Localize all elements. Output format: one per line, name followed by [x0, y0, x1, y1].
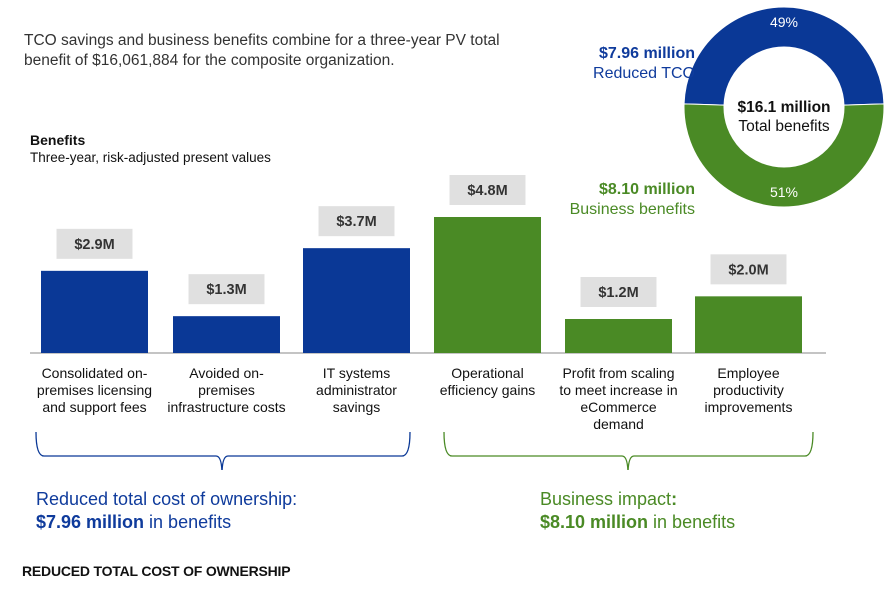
category-label-5-1: Profit from scaling — [562, 365, 674, 381]
category-label-6-1: Employee — [717, 365, 779, 381]
data-label-bg-6 — [710, 254, 787, 285]
biz-summary: Business impact: $8.10 million in benefi… — [540, 488, 735, 534]
bar-2 — [173, 316, 280, 353]
biz-summary-line2: $8.10 million in benefits — [540, 511, 735, 534]
benefits-donut-chart: 49% 51% $16.1 million Total benefits — [683, 6, 885, 208]
category-label-3-2: administrator — [316, 382, 397, 398]
tco-summary-amount: $7.96 million — [36, 512, 145, 532]
category-label-2-1: Avoided on- — [189, 365, 264, 381]
category-label-3-1: IT systems — [323, 365, 390, 381]
category-label-5-3: eCommerce — [580, 399, 656, 415]
category-label-4-2: efficiency gains — [440, 382, 535, 398]
donut-tco-callout: $7.96 million Reduced TCO — [545, 44, 695, 84]
intro-text: TCO savings and business benefits combin… — [24, 31, 564, 71]
category-label-2-3: infrastructure costs — [167, 399, 285, 415]
tco-summary-line1: Reduced total cost of ownership: — [36, 489, 298, 509]
intro-line-2: benefit of $16,061,884 for the composite… — [24, 52, 395, 69]
benefits-subtitle: Three-year, risk-adjusted present values — [30, 150, 271, 165]
biz-bracket — [443, 431, 814, 470]
biz-summary-amount: $8.10 million — [540, 512, 649, 532]
benefits-title: Benefits — [30, 132, 86, 148]
tco-summary-rest: in benefits — [144, 512, 232, 532]
data-label-5: $1.2M — [598, 285, 638, 301]
tco-summary: Reduced total cost of ownership: $7.96 m… — [36, 488, 297, 534]
footer-heading: REDUCED TOTAL COST OF OWNERSHIP — [22, 563, 291, 579]
bar-5 — [565, 319, 672, 353]
category-label-1-3: and support fees — [42, 399, 146, 415]
donut-label-2: 51% — [770, 184, 798, 200]
category-label-1-1: Consolidated on- — [42, 365, 148, 381]
donut-label-1: 49% — [770, 14, 798, 30]
bar-1 — [41, 270, 148, 353]
data-label-6: $2.0M — [728, 262, 768, 278]
category-label-2-2: premises — [198, 382, 255, 398]
intro-line-1: TCO savings and business benefits combin… — [24, 32, 500, 49]
data-label-bg-3 — [318, 206, 395, 237]
category-label-6-2: productivity — [713, 382, 784, 398]
donut-slice-2 — [683, 103, 885, 208]
data-label-2: $1.3M — [206, 282, 246, 298]
data-label-bg-1 — [56, 228, 133, 259]
biz-summary-rest: in benefits — [648, 512, 736, 532]
data-label-4: $4.8M — [467, 183, 507, 199]
category-label-4-1: Operational — [451, 365, 523, 381]
tco-summary-line2: $7.96 million in benefits — [36, 511, 297, 534]
bar-4 — [434, 217, 541, 353]
data-label-bg-4 — [449, 175, 526, 205]
category-label-3-3: savings — [333, 399, 380, 415]
biz-summary-colon: : — [671, 489, 678, 509]
bar-3 — [303, 248, 410, 353]
donut-biz-label: Business benefits — [569, 201, 695, 218]
donut-tco-value: $7.96 million — [598, 45, 695, 62]
data-label-1: $2.9M — [74, 237, 114, 253]
data-label-3: $3.7M — [336, 214, 376, 230]
category-label-6-3: improvements — [705, 399, 793, 415]
biz-summary-line1: Business impact: — [540, 488, 735, 511]
biz-summary-heading: Business impact — [540, 489, 672, 509]
tco-bracket — [35, 431, 411, 470]
bar-6 — [695, 296, 802, 353]
data-label-bg-2 — [188, 274, 265, 305]
category-label-1-2: premises licensing — [37, 382, 152, 398]
data-label-bg-5 — [580, 277, 657, 307]
category-label-5-4: demand — [593, 416, 644, 432]
donut-center-label: Total benefits — [738, 118, 830, 135]
donut-slice-1 — [683, 6, 885, 106]
donut-biz-callout: $8.10 million Business benefits — [545, 180, 695, 220]
donut-center-value: $16.1 million — [737, 99, 830, 116]
category-label-5-2: to meet increase in — [559, 382, 677, 398]
donut-tco-label: Reduced TCO — [593, 65, 695, 82]
donut-biz-value: $8.10 million — [598, 181, 695, 198]
